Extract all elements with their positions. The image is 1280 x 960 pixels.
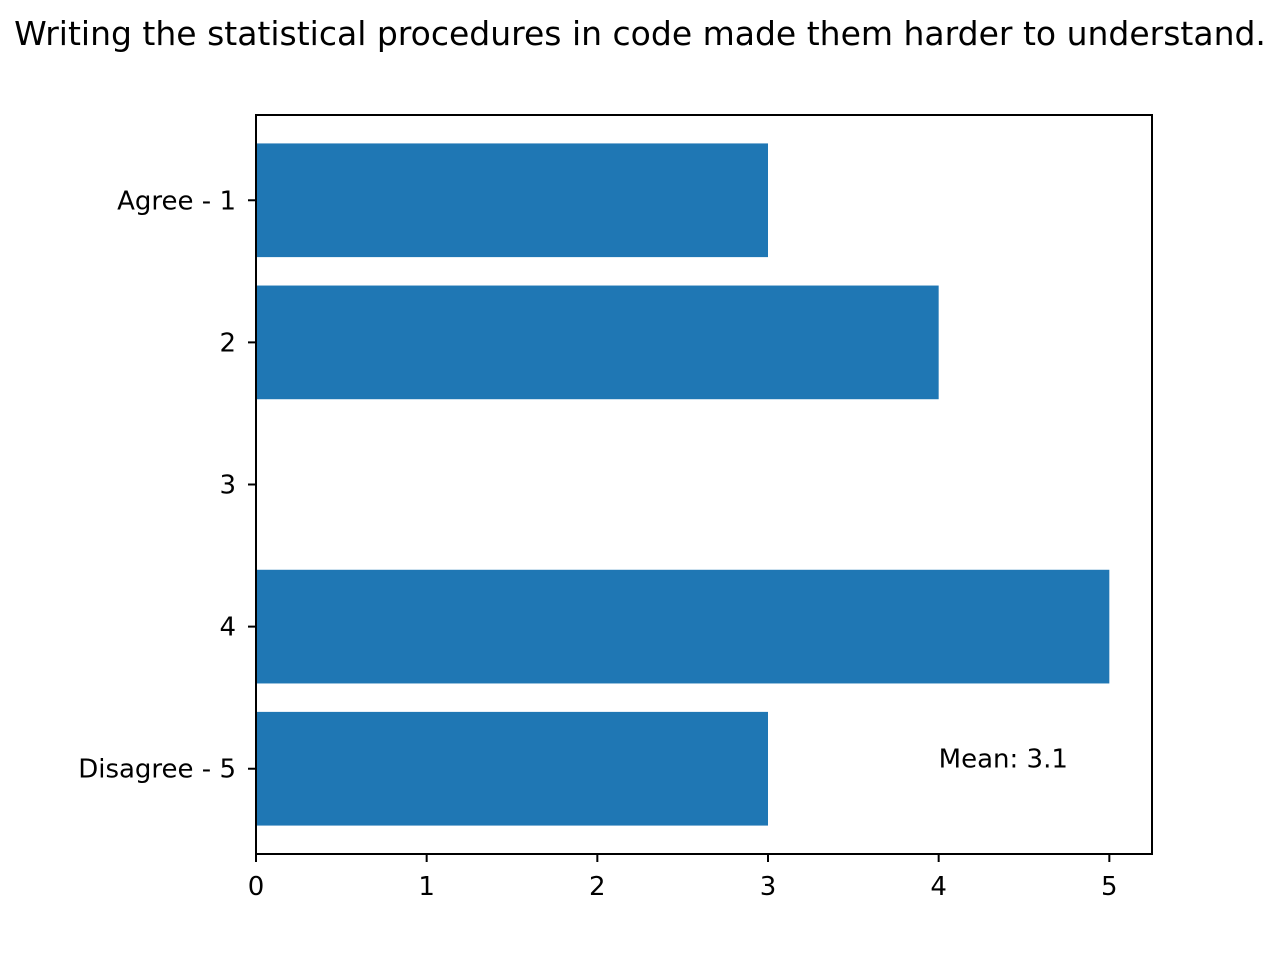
y-tick-label: 2 xyxy=(219,328,236,358)
bars-group xyxy=(256,143,1110,826)
y-tick-label: Disagree - 5 xyxy=(78,755,236,785)
bar-4 xyxy=(256,569,1110,684)
bar-2 xyxy=(256,285,939,400)
x-tick-label: 5 xyxy=(1101,872,1118,902)
x-tick-label: 4 xyxy=(930,872,947,902)
x-axis: 0 1 2 3 4 5 xyxy=(248,854,1118,902)
y-tick-label: 3 xyxy=(219,471,236,501)
x-tick-label: 3 xyxy=(760,872,777,902)
y-tick-label: 4 xyxy=(219,613,236,643)
x-tick-label: 0 xyxy=(248,872,265,902)
bar-1 xyxy=(256,143,768,258)
bar-5 xyxy=(256,711,768,826)
y-tick-label: Agree - 1 xyxy=(117,186,236,216)
y-axis: Agree - 1 2 3 4 Disagree - 5 xyxy=(78,186,256,785)
mean-annotation: Mean: 3.1 xyxy=(939,745,1068,775)
x-tick-label: 2 xyxy=(589,872,606,902)
chart-title: Writing the statistical procedures in co… xyxy=(14,14,1266,53)
x-tick-label: 1 xyxy=(418,872,435,902)
